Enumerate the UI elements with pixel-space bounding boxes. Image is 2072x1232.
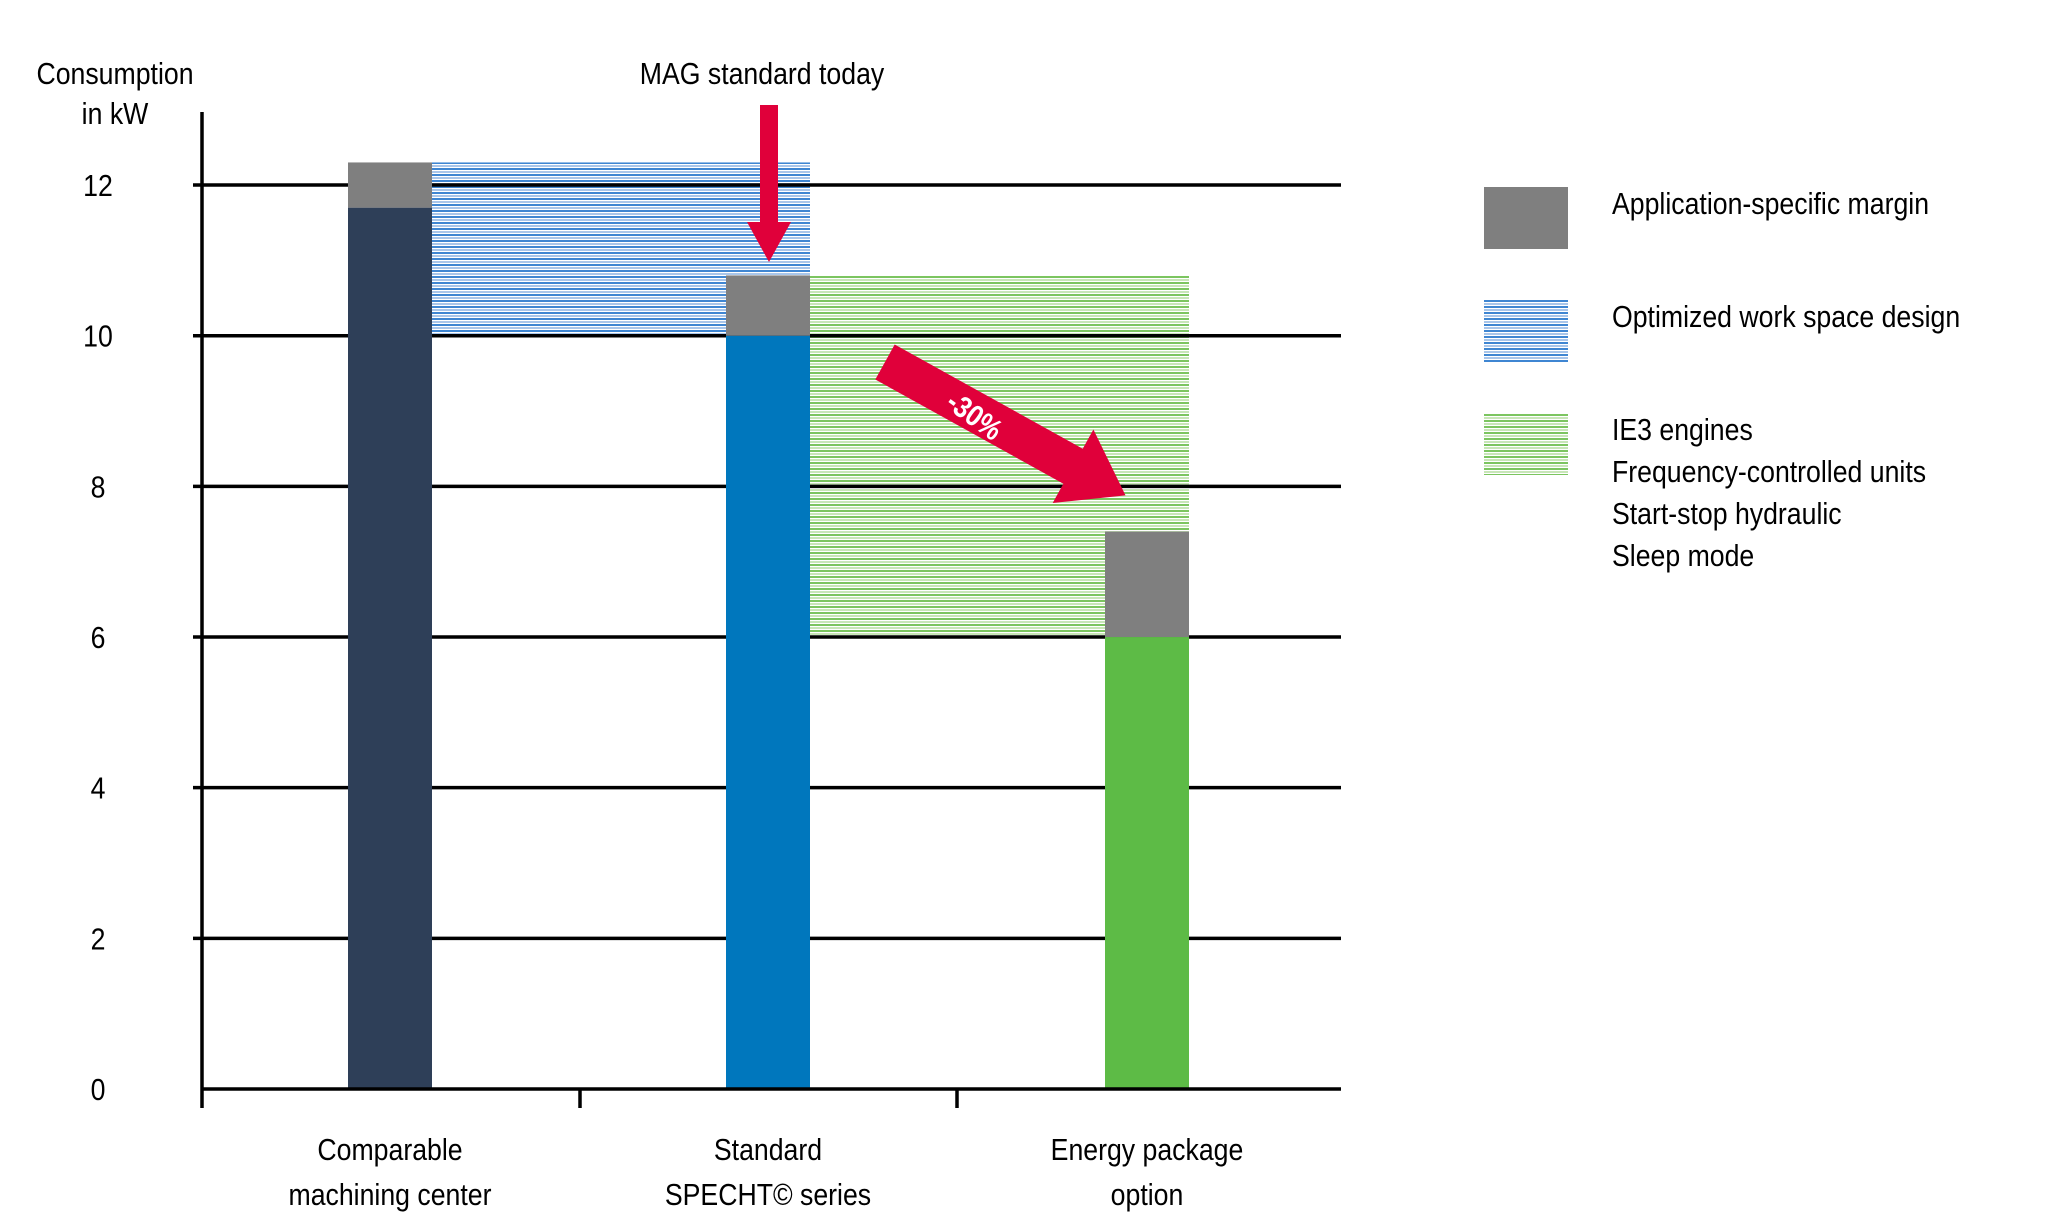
bar-margin-1 [726,275,810,336]
down-arrow-icon [747,105,791,262]
diagonal-arrow-icon [875,344,1126,503]
y-tick-label: 6 [91,621,106,655]
y-axis-title: Consumption [36,57,193,91]
bar-margin-2 [1105,531,1189,638]
legend-swatch-1 [1484,300,1568,362]
x-category-label: option [1111,1178,1184,1212]
legend-swatch-2 [1484,413,1568,475]
y-tick-label: 4 [91,772,106,806]
x-category-label: Standard [714,1133,822,1167]
legend-label: Start-stop hydraulic [1612,497,1842,531]
x-category-label: machining center [289,1178,492,1212]
legend-label: Application-specific margin [1612,187,1929,221]
legend-label: Optimized work space design [1612,300,1960,334]
x-category-label: Energy package [1051,1133,1244,1167]
bar-base-1 [726,335,810,1089]
y-tick-label: 0 [91,1073,106,1107]
annotation-mag-standard: MAG standard today [640,57,885,91]
y-tick-label: 8 [91,471,106,505]
bar-base-0 [348,207,432,1089]
y-tick-label: 2 [91,923,106,957]
legend-label: Frequency-controlled units [1612,455,1926,489]
legend-label: Sleep mode [1612,539,1754,573]
y-tick-label: 12 [83,169,113,203]
legend-swatch-0 [1484,187,1568,249]
x-category-label: SPECHT© series [665,1178,871,1212]
x-category-label: Comparable [317,1133,462,1167]
y-axis-title: in kW [82,97,149,131]
bar-margin-0 [348,162,432,208]
bar-base-2 [1105,637,1189,1089]
legend-label: IE3 engines [1612,413,1753,447]
y-tick-label: 10 [83,320,113,354]
